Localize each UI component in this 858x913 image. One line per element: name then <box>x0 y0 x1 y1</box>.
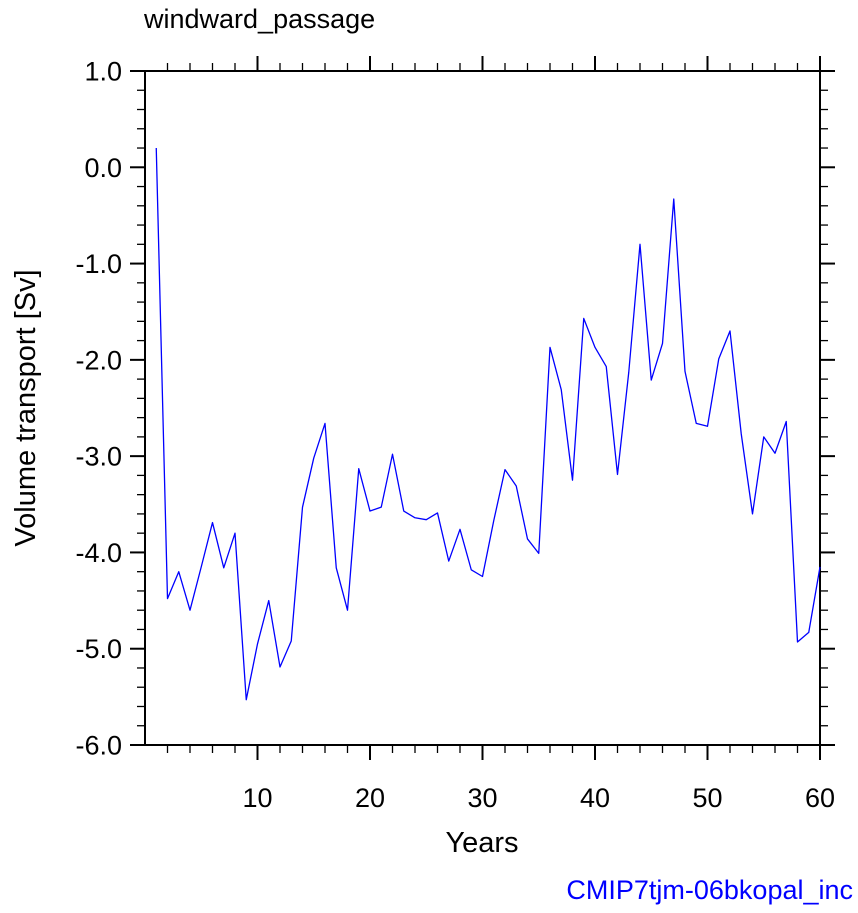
chart-title: windward_passage <box>143 4 375 34</box>
series-line <box>155 148 821 701</box>
y-axis-title: Volume transport [Sv] <box>10 269 42 546</box>
y-tick-label: 1.0 <box>84 57 122 87</box>
x-tick-label: 30 <box>467 783 497 813</box>
plot-border <box>144 70 821 746</box>
plot-frame <box>144 70 821 746</box>
x-tick-label: 50 <box>692 783 722 813</box>
y-tick-label: -1.0 <box>75 249 122 279</box>
footer-label: CMIP7tjm-06bkopal_inc <box>566 875 853 905</box>
x-tick-label: 60 <box>805 783 835 813</box>
y-tick-label: -6.0 <box>75 731 122 761</box>
x-tick-label: 40 <box>580 783 610 813</box>
y-tick-label: -5.0 <box>75 634 122 664</box>
x-axis-title: Years <box>445 827 518 859</box>
y-axis: 1.0 0.0 -1.0 -2.0 -3.0 -4.0 -5.0 -6.0 <box>75 57 835 761</box>
y-tick-label: -2.0 <box>75 345 122 375</box>
y-tick-label: -3.0 <box>75 442 122 472</box>
x-tick-label: 10 <box>242 783 272 813</box>
y-tick-label: -4.0 <box>75 538 122 568</box>
x-tick-label: 20 <box>355 783 385 813</box>
y-tick-label: 0.0 <box>84 153 122 183</box>
x-axis: 10 20 30 40 50 60 <box>166 56 835 813</box>
